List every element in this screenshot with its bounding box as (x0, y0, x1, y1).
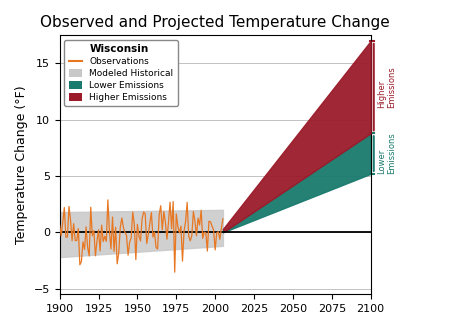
Text: Higher
Emissions: Higher Emissions (377, 66, 396, 108)
Title: Observed and Projected Temperature Change: Observed and Projected Temperature Chang… (40, 15, 390, 30)
Text: Lower
Emissions: Lower Emissions (377, 133, 396, 174)
Y-axis label: Temperature Change (°F): Temperature Change (°F) (15, 86, 28, 244)
Legend: Wisconsin, Observations, Modeled Historical, Lower Emissions, Higher Emissions: Wisconsin, Observations, Modeled Histori… (64, 40, 178, 106)
